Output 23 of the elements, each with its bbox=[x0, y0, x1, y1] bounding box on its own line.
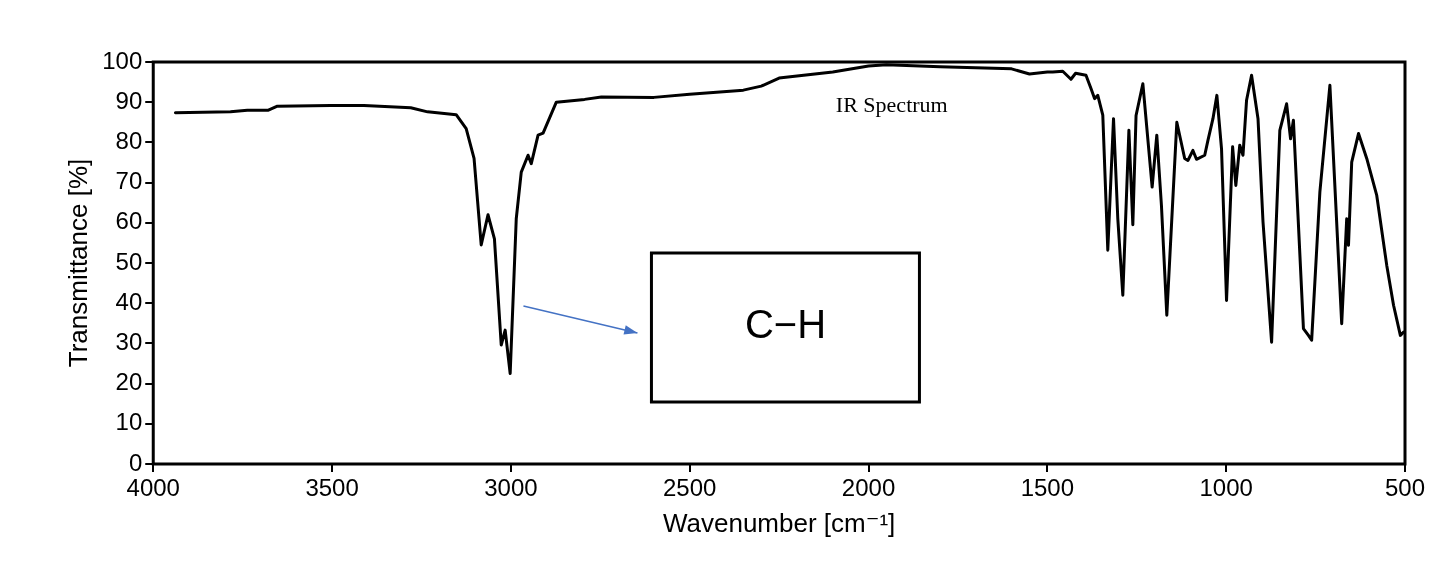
y-tick-label: 50 bbox=[115, 247, 143, 275]
y-tick-label: 100 bbox=[102, 46, 143, 74]
x-tick-label: 3500 bbox=[305, 474, 359, 502]
y-axis-title: Transmittance [%] bbox=[62, 158, 93, 368]
x-axis-title: Wavenumber [cm⁻¹] bbox=[662, 507, 896, 538]
x-tick-label: 500 bbox=[1384, 474, 1426, 502]
y-tick-label: 90 bbox=[115, 86, 143, 114]
x-tick-label: 2000 bbox=[841, 474, 896, 502]
x-tick-label: 4000 bbox=[126, 474, 180, 502]
y-tick-label: 60 bbox=[115, 207, 143, 235]
y-tick-label: 80 bbox=[115, 127, 143, 155]
x-tick-label: 1000 bbox=[1199, 474, 1253, 502]
y-tick-label: 30 bbox=[115, 328, 143, 356]
x-tick-label: 1500 bbox=[1020, 474, 1075, 502]
y-tick-label: 20 bbox=[115, 368, 143, 396]
y-tick-label: 70 bbox=[115, 167, 143, 195]
x-tick-label: 2500 bbox=[663, 474, 717, 502]
y-tick-label: 10 bbox=[115, 408, 143, 436]
x-tick-label: 3000 bbox=[484, 474, 538, 502]
y-tick-label: 40 bbox=[115, 287, 143, 315]
text: IR Spectrum bbox=[835, 91, 948, 117]
annotation: C−H bbox=[744, 302, 827, 347]
y-tick-label: 0 bbox=[128, 448, 143, 476]
